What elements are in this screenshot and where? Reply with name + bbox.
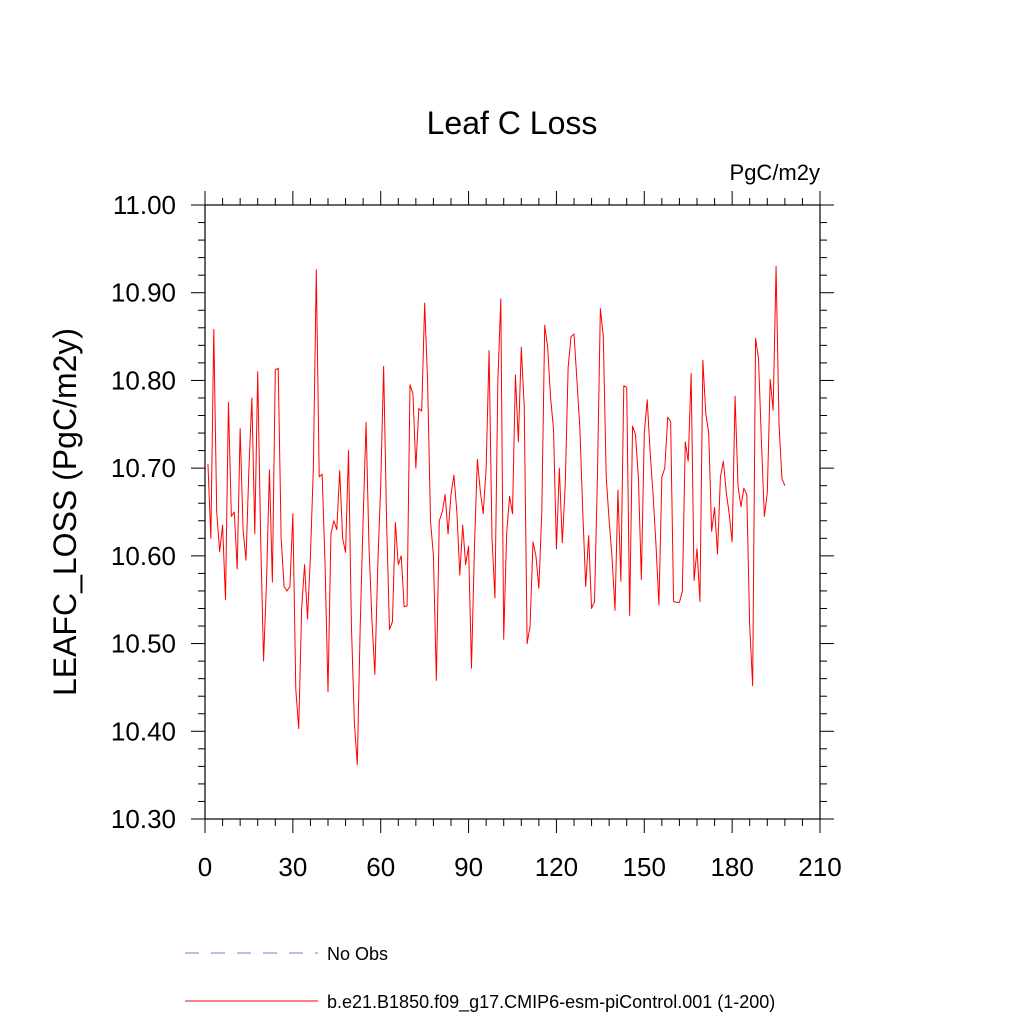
series-layer — [207, 265, 786, 766]
y-tick-label: 10.70 — [111, 453, 176, 483]
tick-labels: 0 30 60 90 120 150 180 210 10.30 10.40 10.50 10.60 1… — [111, 190, 842, 882]
y-tick-label: 11.00 — [113, 190, 176, 220]
plot-frame — [204, 204, 821, 820]
x-tick-label: 150 — [623, 852, 666, 882]
x-tick-label: 120 — [535, 852, 578, 882]
series-line — [207, 265, 786, 766]
y-tick-label: 10.80 — [111, 365, 176, 395]
units-label: PgC/m2y — [730, 160, 820, 185]
y-tick-label: 10.40 — [111, 716, 176, 746]
x-tick-label: 0 — [198, 852, 212, 882]
legend-label-no-obs: No Obs — [327, 944, 388, 964]
x-tick-label: 60 — [366, 852, 395, 882]
y-tick-label: 10.60 — [111, 541, 176, 571]
x-tick-label: 30 — [278, 852, 307, 882]
legend-label-control-run: b.e21.B1850.f09_g17.CMIP6-esm-piControl.… — [327, 992, 775, 1013]
y-tick-label: 10.50 — [111, 629, 176, 659]
axis-ticks — [191, 191, 834, 833]
y-tick-label: 10.30 — [111, 804, 176, 834]
y-axis-label: LEAFC_LOSS (PgC/m2y) — [47, 328, 83, 696]
legend: No Obs b.e21.B1850.f09_g17.CMIP6-esm-piC… — [185, 944, 775, 1013]
x-tick-label: 180 — [710, 852, 753, 882]
x-tick-label: 210 — [798, 852, 841, 882]
y-tick-label: 10.90 — [111, 278, 176, 308]
chart-title: Leaf C Loss — [427, 105, 598, 141]
x-tick-label: 90 — [454, 852, 483, 882]
